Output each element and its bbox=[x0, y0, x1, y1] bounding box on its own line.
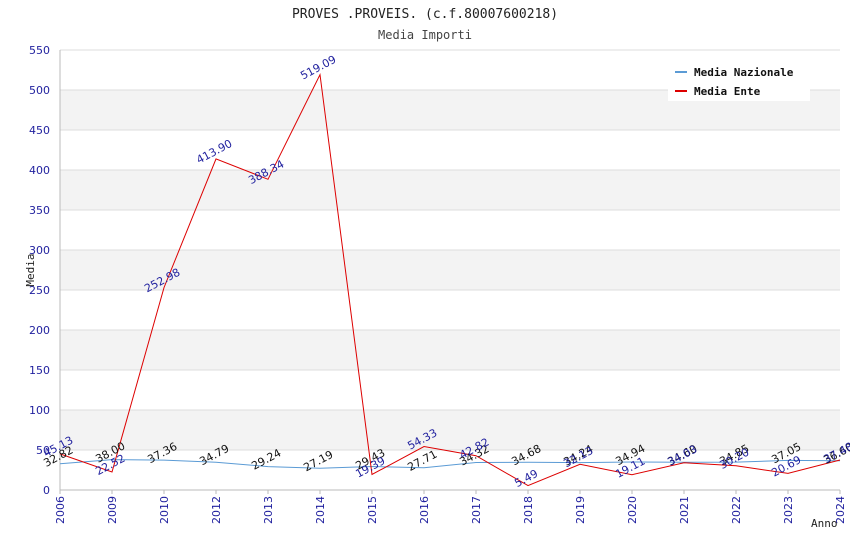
chart-title: PROVES .PROVEIS. (c.f.80007600218) bbox=[292, 7, 558, 22]
legend-entry: Media Ente bbox=[694, 85, 761, 98]
x-tick-label: 2014 bbox=[314, 496, 327, 524]
x-tick-label: 2010 bbox=[158, 496, 171, 524]
x-tick-label: 2019 bbox=[574, 496, 587, 524]
y-tick-label: 50 bbox=[36, 444, 50, 457]
plot-band bbox=[60, 330, 840, 370]
y-tick-label: 550 bbox=[29, 44, 50, 57]
plot-band bbox=[60, 410, 840, 450]
x-tick-label: 2021 bbox=[678, 496, 691, 524]
series-lines bbox=[59, 73, 841, 487]
y-tick-label: 350 bbox=[29, 204, 50, 217]
series-line-media-nazionale bbox=[59, 459, 841, 469]
legend-entry: Media Nazionale bbox=[694, 66, 794, 79]
y-tick-label: 250 bbox=[29, 284, 50, 297]
y-tick-label: 400 bbox=[29, 164, 50, 177]
x-tick-label: 2018 bbox=[522, 496, 535, 524]
plot-band bbox=[60, 130, 840, 170]
x-tick-label: 2009 bbox=[106, 496, 119, 524]
series-line-media-ente bbox=[59, 73, 841, 487]
plot-background-bands bbox=[60, 50, 840, 490]
y-tick-label: 300 bbox=[29, 244, 50, 257]
plot-band bbox=[60, 370, 840, 410]
y-axis-label: Media bbox=[24, 253, 37, 286]
x-axis-label: Anno bbox=[811, 517, 838, 530]
x-tick-label: 2015 bbox=[366, 496, 379, 524]
y-tick-label: 150 bbox=[29, 364, 50, 377]
y-axis-ticks: 0 50 100 150 200 250 300 350 400 450 500 550 bbox=[29, 44, 50, 497]
y-tick-label: 500 bbox=[29, 84, 50, 97]
x-axis-ticks: 2006 2009 2010 2012 2013 2014 2015 2016 2017 2018… bbox=[54, 490, 847, 524]
plot-band bbox=[60, 450, 840, 490]
x-tick-label: 2006 bbox=[54, 496, 67, 524]
x-tick-label: 2024 bbox=[834, 496, 847, 524]
legend: Media Nazionale Media Ente bbox=[668, 59, 810, 101]
axes bbox=[59, 50, 840, 491]
y-tick-label: 100 bbox=[29, 404, 50, 417]
y-tick-label: 450 bbox=[29, 124, 50, 137]
y-tick-label: 200 bbox=[29, 324, 50, 337]
x-tick-label: 2023 bbox=[782, 496, 795, 524]
legend-box bbox=[668, 59, 810, 101]
x-tick-label: 2013 bbox=[262, 496, 275, 524]
x-tick-label: 2022 bbox=[730, 496, 743, 524]
plot-band bbox=[60, 290, 840, 330]
plot-band bbox=[60, 210, 840, 250]
x-tick-label: 2012 bbox=[210, 496, 223, 524]
plot-band bbox=[60, 170, 840, 210]
chart-subtitle: Media Importi bbox=[378, 28, 472, 42]
y-tick-label: 0 bbox=[43, 484, 50, 497]
x-tick-label: 2017 bbox=[470, 496, 483, 524]
x-tick-label: 2020 bbox=[626, 496, 639, 524]
plot-band bbox=[60, 250, 840, 290]
x-tick-label: 2016 bbox=[418, 496, 431, 524]
